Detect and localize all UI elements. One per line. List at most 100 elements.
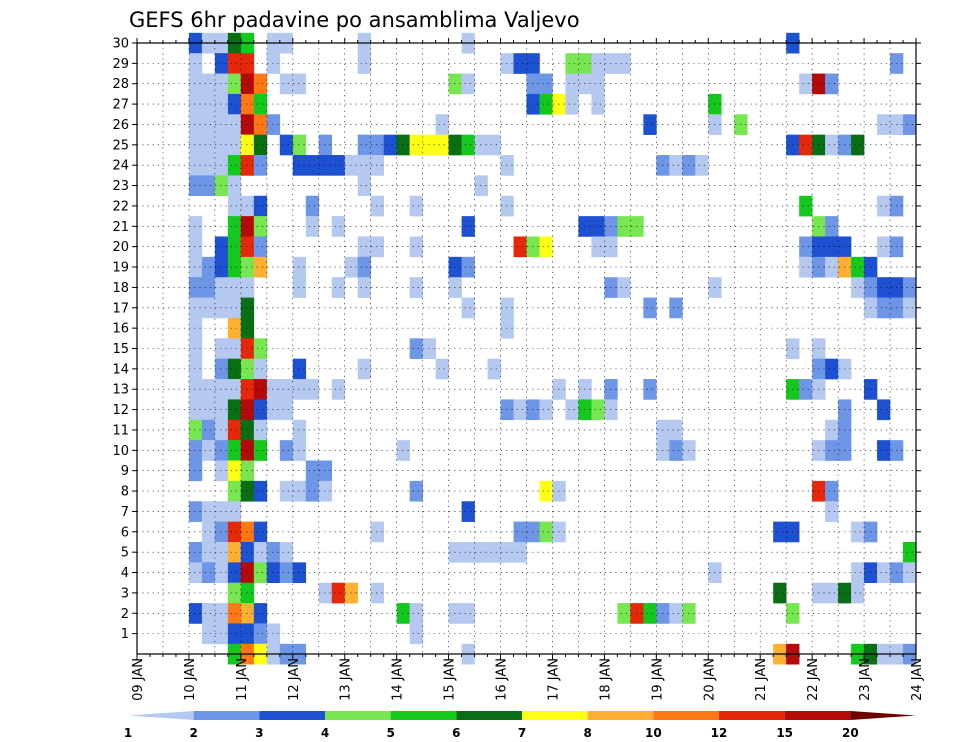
heatmap-cell (188, 236, 203, 258)
heatmap-cell (227, 521, 242, 543)
heatmap-cell (227, 358, 242, 380)
heatmap-cell (565, 399, 579, 421)
heatmap-cell (591, 53, 605, 74)
heatmap-cell (266, 623, 281, 645)
heatmap-cell (591, 73, 605, 95)
heatmap-cell (851, 562, 865, 584)
heatmap-cell (240, 73, 255, 95)
heatmap-cell (825, 216, 839, 237)
heatmap-cell (825, 134, 839, 156)
heatmap-cells (188, 32, 917, 665)
colorbar-swatch (259, 711, 325, 720)
colorbar-label: 8 (583, 726, 591, 740)
heatmap-cell (253, 195, 268, 217)
heatmap-cell (266, 541, 281, 563)
heatmap-cell (903, 297, 917, 319)
heatmap-cell (253, 480, 268, 502)
heatmap-cell (227, 419, 242, 441)
heatmap-cell (877, 297, 891, 319)
heatmap-cell (643, 379, 657, 400)
heatmap-cell (214, 73, 229, 95)
heatmap-cell (851, 256, 865, 278)
heatmap-cell (201, 521, 216, 543)
heatmap-cell (591, 399, 605, 421)
heatmap-cell (240, 440, 255, 461)
y-tick-label: 8 (121, 485, 129, 500)
y-tick-label: 13 (112, 383, 129, 398)
heatmap-cell (240, 256, 255, 278)
heatmap-cell (227, 460, 242, 482)
heatmap-cell (240, 480, 255, 502)
y-tick-label: 5 (121, 546, 129, 561)
heatmap-cell (487, 358, 501, 380)
heatmap-cell (227, 134, 242, 156)
y-tick-label: 18 (112, 281, 129, 296)
heatmap-cell (539, 236, 553, 258)
heatmap-cell (409, 338, 423, 359)
x-tick-label: 24 JAN (910, 658, 925, 701)
heatmap-cell (227, 562, 242, 584)
heatmap-cell (305, 379, 320, 400)
y-tick-label: 6 (121, 525, 129, 540)
heatmap-cell (305, 480, 320, 502)
colorbar-swatch (653, 711, 719, 720)
heatmap-cell (461, 73, 475, 95)
heatmap-cell (201, 93, 216, 115)
heatmap-cell (565, 73, 579, 95)
y-tick-label: 14 (112, 362, 129, 377)
heatmap-cell (643, 114, 657, 135)
heatmap-cell (409, 480, 423, 502)
heatmap-cell (266, 562, 281, 584)
heatmap-cell (214, 256, 229, 278)
colorbar-label: 6 (452, 726, 460, 740)
x-tick-label: 11 JAN (235, 658, 250, 701)
heatmap-cell (214, 521, 229, 543)
heatmap-cell (214, 603, 229, 624)
heatmap-cell (253, 440, 268, 461)
heatmap-cell (877, 440, 891, 461)
y-tick-label: 30 (112, 37, 129, 52)
heatmap-cell (292, 480, 307, 502)
heatmap-cell (292, 277, 307, 298)
heatmap-cell (240, 134, 255, 156)
heatmap-cell (227, 236, 242, 258)
heatmap-cell (227, 603, 242, 624)
heatmap-cell (253, 419, 268, 441)
heatmap-cell (214, 419, 229, 441)
heatmap-cell (188, 297, 203, 319)
heatmap-cell (851, 521, 865, 543)
heatmap-cell (409, 277, 423, 298)
heatmap-cell (292, 134, 307, 156)
colorbar-swatch (456, 711, 522, 720)
chart-title: GEFS 6hr padavine po ansamblima Valjevo (129, 8, 580, 32)
heatmap-cell (825, 236, 839, 258)
heatmap-cell (188, 277, 203, 298)
heatmap-cell (201, 501, 216, 522)
heatmap-cell (487, 134, 501, 156)
heatmap-cell (851, 134, 865, 156)
y-tick-label: 15 (112, 342, 129, 357)
colorbar-swatch (522, 711, 588, 720)
heatmap-cell (409, 623, 423, 645)
heatmap-cell (214, 134, 229, 156)
heatmap-cell (201, 419, 216, 441)
x-axis: 09 JAN 10 JAN 11 JAN 12 JAN 13 JAN 14 JAN 15 J… (131, 38, 925, 701)
heatmap-cell (331, 277, 346, 298)
heatmap-cell (292, 562, 307, 584)
heatmap-cell (357, 155, 371, 176)
heatmap-cell (305, 155, 320, 176)
x-tick-label: 22 JAN (806, 658, 821, 701)
y-tick-label: 24 (112, 159, 129, 174)
heatmap-cell (240, 93, 255, 115)
heatmap-cell (240, 603, 255, 624)
colorbar-swatch (784, 711, 851, 720)
heatmap-cell (513, 541, 527, 563)
heatmap-cell (253, 114, 268, 135)
heatmap-cell (188, 358, 203, 380)
x-tick-label: 09 JAN (131, 658, 146, 701)
heatmap-cell (227, 501, 242, 522)
heatmap-cell (669, 419, 683, 441)
heatmap-cell (305, 460, 320, 482)
heatmap-cell (357, 134, 371, 156)
heatmap-cell (331, 379, 346, 400)
